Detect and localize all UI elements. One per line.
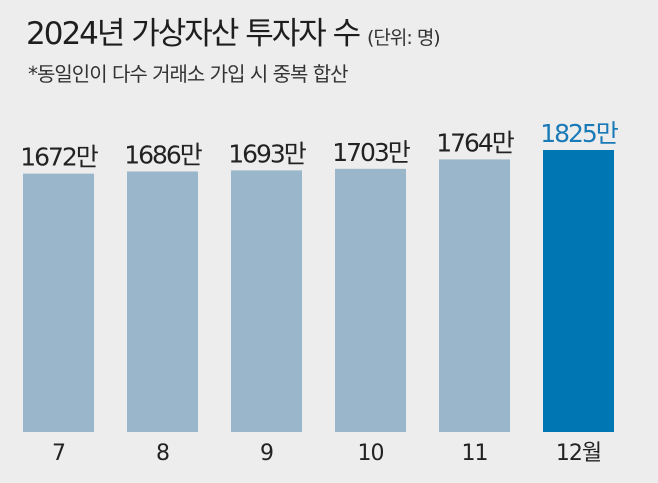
chart-subtitle: *동일인이 다수 거래소 가입 시 중복 합산 [28,62,349,86]
x-tick-label: 11 [462,441,488,466]
title-text: 2024년 가상자산 투자자 수 [26,16,361,52]
bar-10 [335,168,406,432]
unit-note: (단위: 명) [367,27,441,49]
bar-11 [439,159,510,432]
x-tick-label: 8 [156,441,169,466]
data-label: 1693만 [228,139,307,168]
data-label: 1703만 [332,138,411,167]
data-label: 1764만 [436,128,515,157]
bar-8 [127,171,198,432]
bar-7 [23,173,94,432]
x-tick-label: 10 [358,441,384,466]
x-tick-label: 9 [260,441,273,466]
x-tick-label: 12월 [556,441,601,466]
chart-title: 2024년 가상자산 투자자 수 (단위: 명) [26,8,441,53]
bar-12월 [543,150,614,432]
x-tick-label: 7 [52,441,65,466]
bar-9 [231,170,302,432]
data-label: 1825만 [540,119,619,148]
data-label: 1672만 [20,143,99,172]
data-label: 1686만 [124,140,203,169]
